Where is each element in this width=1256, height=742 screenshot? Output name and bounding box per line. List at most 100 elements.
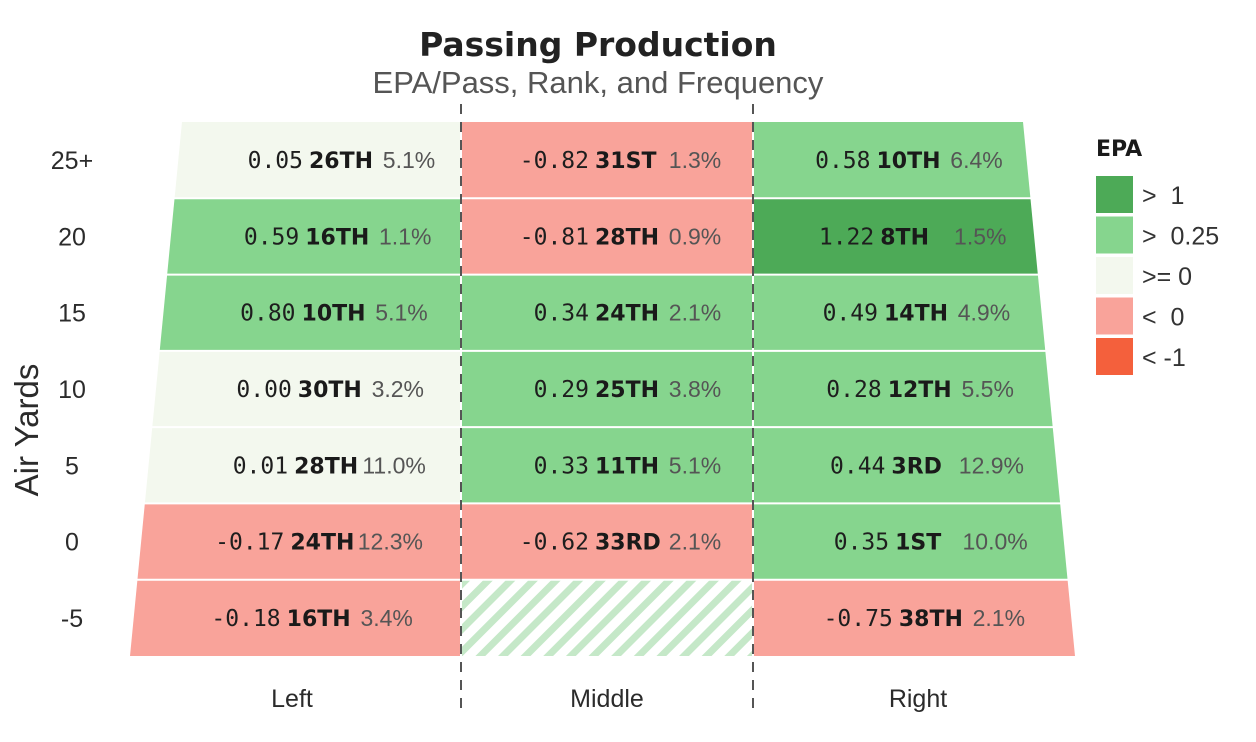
cell-frequency: 1.3% bbox=[669, 147, 721, 173]
heatmap-cell bbox=[754, 351, 1053, 427]
cell-rank: 16TH bbox=[287, 607, 351, 632]
heatmap-cell bbox=[462, 122, 752, 198]
y-tick-label: 0 bbox=[65, 529, 79, 557]
cell-frequency: 2.1% bbox=[669, 300, 721, 326]
cell-epa: -0.82 bbox=[520, 148, 589, 174]
y-tick-label: 15 bbox=[58, 300, 86, 328]
cell-rank: 10TH bbox=[877, 149, 941, 174]
cell-epa: 1.22 bbox=[819, 224, 874, 250]
y-tick-label: 20 bbox=[58, 223, 86, 251]
legend-label: > 0.25 bbox=[1142, 223, 1219, 251]
legend-label: >= 0 bbox=[1142, 263, 1192, 291]
y-tick-label: -5 bbox=[61, 605, 83, 633]
cell-rank: 1ST bbox=[895, 531, 941, 556]
heatmap-cell bbox=[462, 351, 752, 427]
heatmap-cell bbox=[462, 580, 752, 656]
legend: EPA> 1 > 0.25 >= 0 < 0 < -1 bbox=[1096, 137, 1219, 375]
cell-epa: -0.62 bbox=[520, 530, 589, 556]
cell-frequency: 12.9% bbox=[959, 452, 1024, 478]
cell-epa: 0.59 bbox=[244, 224, 299, 250]
cell-epa: 0.00 bbox=[236, 377, 291, 403]
cell-frequency: 1.5% bbox=[954, 223, 1006, 249]
cell-epa: 0.01 bbox=[233, 453, 288, 479]
cell-rank: 33RD bbox=[595, 531, 661, 556]
cell-epa: 0.34 bbox=[534, 301, 589, 327]
heatmap-cell bbox=[754, 580, 1075, 656]
cell-rank: 11TH bbox=[595, 454, 659, 479]
legend-label: < -1 bbox=[1142, 344, 1186, 372]
cell-rank: 8TH bbox=[880, 225, 929, 250]
cell-epa: 0.05 bbox=[248, 148, 303, 174]
cell-epa: 0.58 bbox=[815, 148, 870, 174]
cell-epa: 0.33 bbox=[534, 453, 589, 479]
heatmap-cell bbox=[462, 275, 752, 350]
legend-swatch bbox=[1096, 216, 1133, 254]
x-tick-label: Middle bbox=[570, 685, 644, 713]
y-tick-label: 10 bbox=[58, 376, 86, 404]
heatmap-cell bbox=[174, 122, 460, 198]
y-tick-label: 25+ bbox=[51, 147, 93, 175]
cell-frequency: 3.8% bbox=[669, 376, 721, 402]
y-axis-ticks: 25+ 20 15 10 5 0 -5 bbox=[51, 147, 93, 633]
cell-rank: 12TH bbox=[888, 378, 952, 403]
cell-epa: 0.44 bbox=[830, 453, 885, 479]
cell-rank: 30TH bbox=[298, 378, 362, 403]
column-dividers bbox=[460, 104, 754, 712]
cell-epa: 0.29 bbox=[534, 377, 589, 403]
legend-label: < 0 bbox=[1142, 304, 1184, 332]
y-tick-label: 5 bbox=[65, 452, 79, 480]
cell-rank: 14TH bbox=[884, 302, 948, 327]
heatmap-cell bbox=[462, 428, 752, 503]
cell-epa: -0.75 bbox=[824, 606, 893, 632]
cell-epa: 0.49 bbox=[823, 301, 878, 327]
heatmap-cell bbox=[754, 199, 1038, 274]
x-axis-ticks: Left Middle Right bbox=[271, 685, 947, 713]
heatmap-cell bbox=[754, 428, 1061, 503]
cell-rank: 26TH bbox=[309, 149, 373, 174]
cell-rank: 3RD bbox=[891, 454, 942, 479]
cell-rank: 28TH bbox=[294, 454, 358, 479]
legend-label: > 1 bbox=[1142, 182, 1184, 210]
legend-title: EPA bbox=[1096, 137, 1142, 162]
cell-frequency: 2.1% bbox=[669, 529, 721, 555]
cell-rank: 10TH bbox=[302, 302, 366, 327]
cell-epa: -0.81 bbox=[520, 224, 589, 250]
heatmap-cell bbox=[130, 580, 460, 656]
heatmap-cell bbox=[144, 428, 460, 503]
cell-frequency: 1.1% bbox=[379, 223, 431, 249]
heatmap-cell bbox=[754, 122, 1031, 198]
cell-rank: 25TH bbox=[595, 378, 659, 403]
cell-frequency: 5.1% bbox=[383, 147, 435, 173]
cell-frequency: 5.1% bbox=[669, 452, 721, 478]
heatmap-cell bbox=[167, 199, 460, 274]
cell-frequency: 5.5% bbox=[961, 376, 1013, 402]
cell-frequency: 2.1% bbox=[973, 605, 1025, 631]
cell-rank: 16TH bbox=[305, 225, 369, 250]
x-tick-label: Left bbox=[271, 685, 313, 713]
cell-rank: 38TH bbox=[899, 607, 963, 632]
cell-rank: 28TH bbox=[595, 225, 659, 250]
chart-title: Passing Production bbox=[419, 25, 777, 64]
cell-rank: 31ST bbox=[595, 149, 656, 174]
cell-rank: 24TH bbox=[595, 302, 659, 327]
heatmap-cell bbox=[462, 504, 752, 579]
cell-frequency: 11.0% bbox=[362, 452, 426, 478]
cell-frequency: 3.2% bbox=[372, 376, 424, 402]
cell-frequency: 12.3% bbox=[358, 529, 423, 555]
cell-frequency: 0.9% bbox=[669, 223, 721, 249]
chart-subtitle: EPA/Pass, Rank, and Frequency bbox=[373, 65, 824, 100]
legend-swatch bbox=[1096, 176, 1133, 213]
cell-epa: -0.17 bbox=[215, 530, 284, 556]
legend-swatch bbox=[1096, 257, 1133, 294]
cell-epa: 0.80 bbox=[240, 301, 295, 327]
heatmap-cell bbox=[137, 504, 461, 579]
cell-frequency: 6.4% bbox=[950, 147, 1002, 173]
heatmap-cell bbox=[754, 504, 1068, 579]
x-tick-label: Right bbox=[889, 685, 947, 713]
cell-rank: 24TH bbox=[290, 531, 354, 556]
legend-swatch bbox=[1096, 338, 1133, 375]
heatmap-cell bbox=[462, 199, 752, 274]
heatmap-cell bbox=[159, 275, 461, 350]
heatmap-cell bbox=[754, 275, 1046, 350]
